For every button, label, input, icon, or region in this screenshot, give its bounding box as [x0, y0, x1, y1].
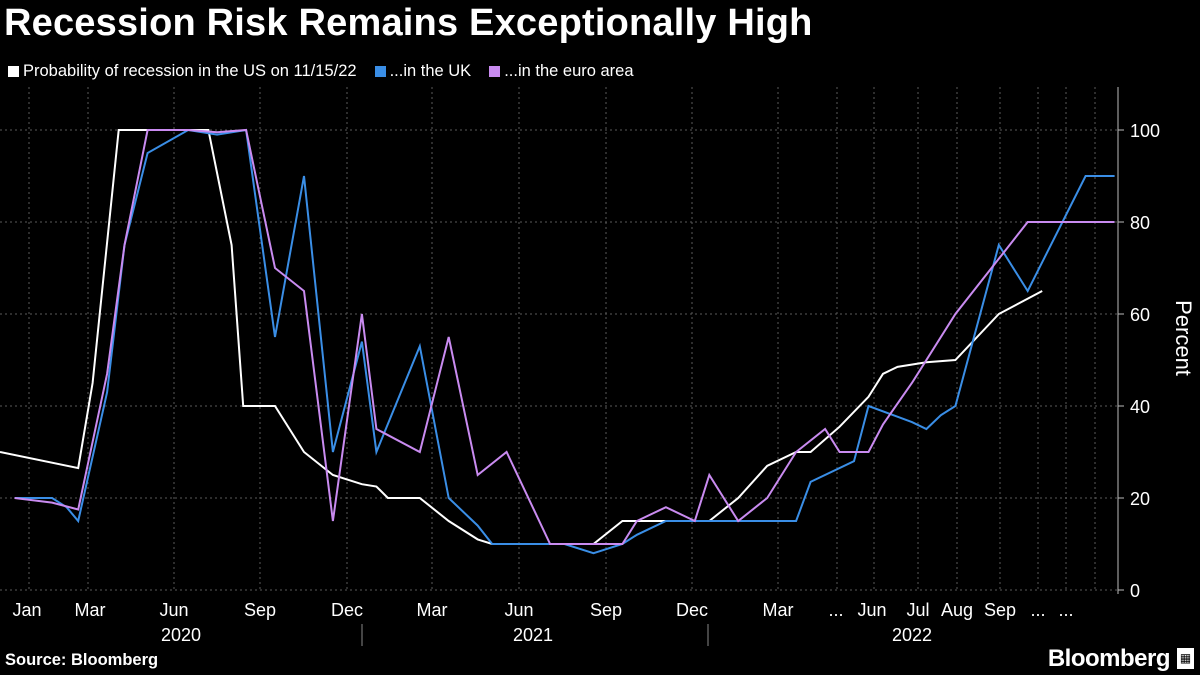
y-axis-label: Percent: [1171, 300, 1196, 376]
source-note: Source: Bloomberg: [5, 651, 159, 669]
legend-label-us: Probability of recession in the US on 11…: [23, 61, 357, 80]
legend-swatch-us: [8, 65, 19, 77]
x-tick-label: Jun: [857, 600, 886, 620]
x-tick-label: Mar: [763, 600, 794, 620]
x-tick-label: ...: [1030, 600, 1045, 620]
grid-layer: [0, 87, 1118, 591]
y-tick-label: 20: [1130, 489, 1150, 509]
x-tick-label: Jun: [504, 600, 533, 620]
y-tick-label: 100: [1130, 121, 1160, 141]
x-group-label: 2021: [513, 625, 553, 645]
terminal-logo-icon: ▦: [1177, 648, 1194, 669]
series-line-uk: [14, 128, 1115, 555]
x-tick-label: ...: [828, 600, 843, 620]
x-tick-label: Sep: [984, 600, 1016, 620]
x-tick-label: Mar: [75, 600, 106, 620]
y-tick-label: 80: [1130, 213, 1150, 233]
x-tick-label: Jul: [906, 600, 929, 620]
legend-item-us: Probability of recession in the US on 11…: [8, 62, 357, 81]
bloomberg-logo: Bloomberg: [1047, 645, 1171, 672]
y-tick-label: 0: [1130, 581, 1140, 601]
x-tick-label: Jan: [12, 600, 41, 620]
x-tick-label: Dec: [676, 600, 708, 620]
legend-swatch-euro: [489, 65, 501, 77]
x-tick-label: Dec: [331, 600, 363, 620]
y-tick-label: 60: [1130, 305, 1150, 325]
x-tick-label: Sep: [244, 600, 276, 620]
y-tick-label: 40: [1130, 397, 1150, 417]
series-line-euro: [14, 128, 1115, 545]
chart-legend: Probability of recession in the US on 11…: [8, 60, 652, 82]
legend-label-euro: ...in the euro area: [504, 61, 634, 80]
series-layer: [0, 128, 1115, 555]
x-tick-label: Sep: [590, 600, 622, 620]
x-tick-label: Aug: [941, 600, 973, 620]
x-tick-label: Jun: [159, 600, 188, 620]
legend-item-euro: ...in the euro area: [489, 61, 634, 81]
x-tick-label: Mar: [417, 600, 448, 620]
x-group-label: 2020: [161, 625, 201, 645]
legend-item-uk: ...in the UK: [374, 61, 472, 81]
x-group-label: 2022: [892, 625, 932, 645]
chart-title: Recession Risk Remains Exceptionally Hig…: [4, 2, 813, 44]
legend-swatch-uk: [374, 65, 386, 77]
axis-layer: 0 20 40 60 80 100 Percent Jan Mar Jun Sep Dec Mar Jun…: [12, 87, 1196, 646]
x-tick-label: ...: [1058, 600, 1073, 620]
legend-label-uk: ...in the UK: [389, 61, 472, 80]
